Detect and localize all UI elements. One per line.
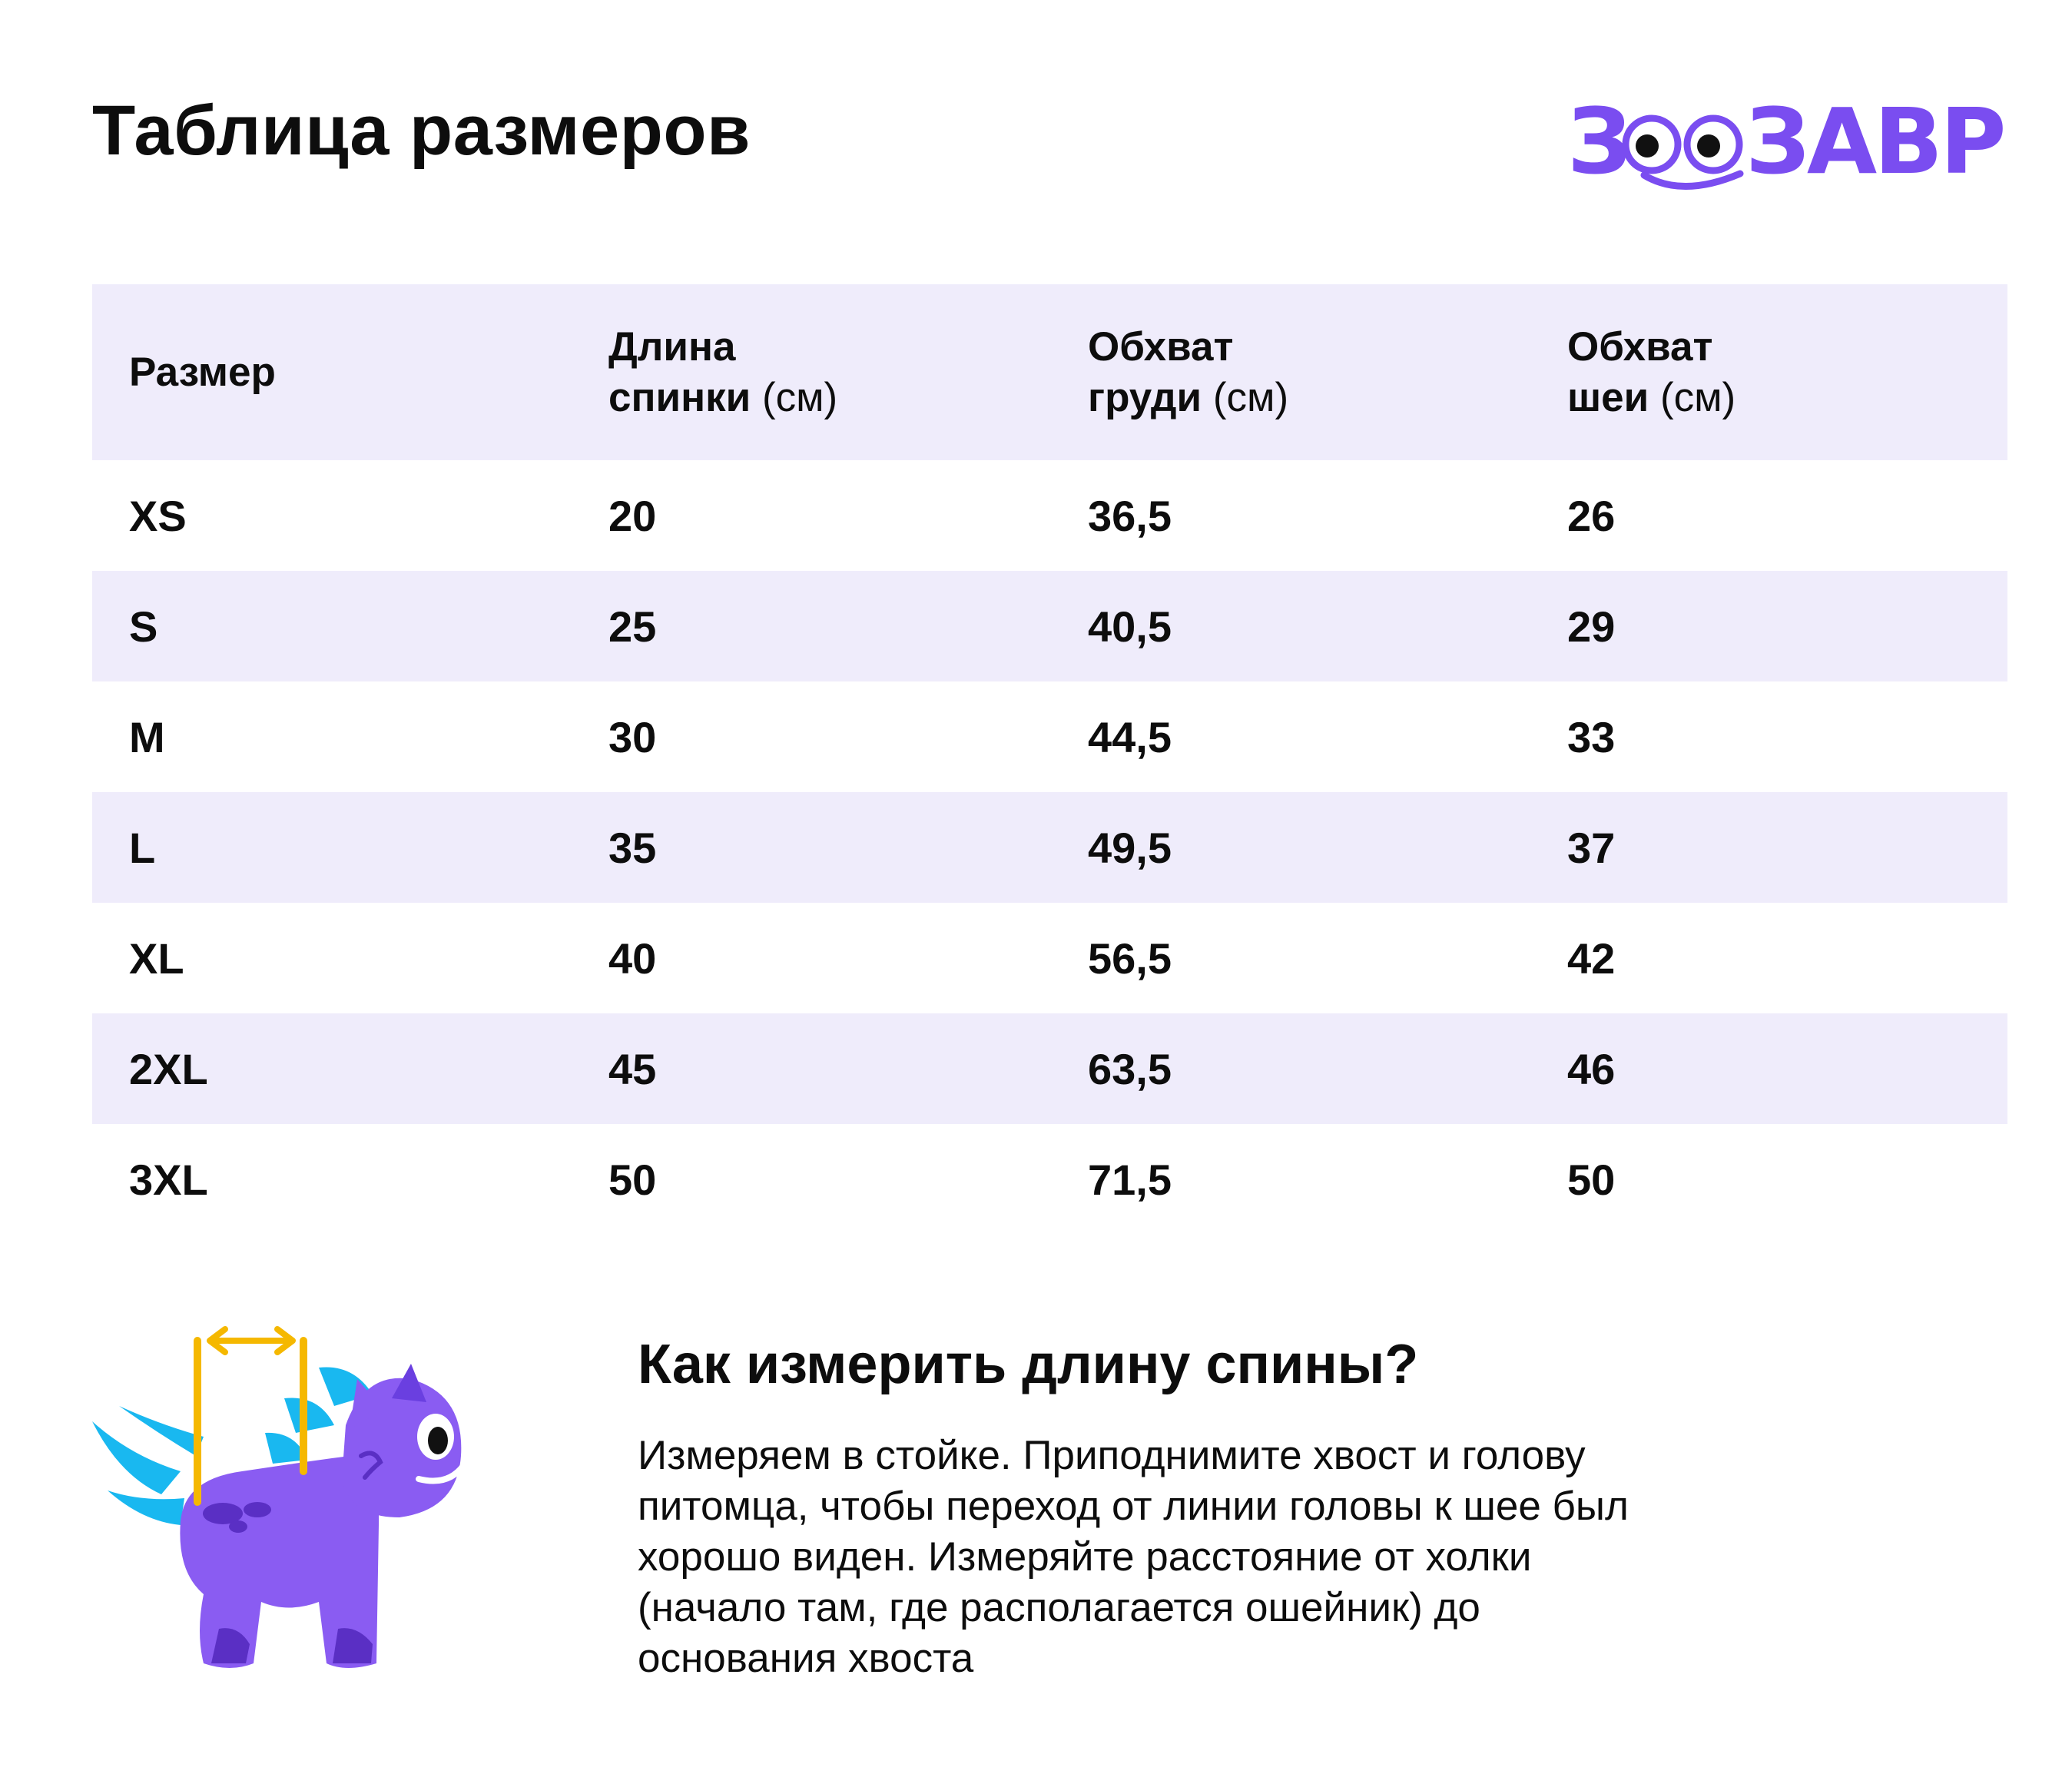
cell-back-length: 20 [608,491,657,540]
cell-chest: 40,5 [1051,571,1530,681]
cell-chest: 44,5 [1088,712,1172,761]
howto-line: хорошо виден. Измеряйте расстояние от хо… [638,1534,1532,1580]
cell-back-length: 35 [572,792,1051,903]
header-chest-line1: Обхват [1088,323,1234,370]
cell-size: L [92,792,572,903]
header-back-length: Длина спинки (см) [572,284,1051,460]
zoozavr-logo: З ЗАВР [1567,100,2007,194]
header-back-length-line1: Длина [608,323,736,370]
table-row: L 35 49,5 37 [92,792,2007,903]
howto-title: Как измерить длину спины? [638,1334,1419,1395]
header-size: Размер [92,284,572,460]
cell-back-length: 25 [572,571,1051,681]
howto-line: Измеряем в стойке. Приподнимите хвост и … [638,1433,1586,1478]
logo-text-zavr: ЗАВР [1745,100,2004,194]
cell-size: S [92,571,572,681]
cell-size: 2XL [92,1013,572,1124]
table-header-row: Размер Длина спинки (см) Обхват груди (с… [92,284,2007,460]
cell-back-length: 45 [572,1013,1051,1124]
header-neck-line2: шеи [1567,374,1649,420]
header-chest: Обхват груди (см) [1051,284,1530,460]
cell-chest: 49,5 [1051,792,1530,903]
howto-line: основания хвоста [638,1636,974,1681]
cell-neck: 50 [1567,1155,1616,1204]
cell-chest: 63,5 [1051,1013,1530,1124]
page-title: Таблица размеров [92,91,751,170]
table-row: 2XL 45 63,5 46 [92,1013,2007,1124]
header-chest-line2: груди [1088,374,1202,420]
cell-neck: 37 [1530,792,2007,903]
cell-size: 3XL [129,1155,208,1204]
header-neck-unit: (см) [1659,374,1736,420]
table-row: M 30 44,5 33 [92,681,2007,792]
table-row: XL 40 56,5 42 [92,903,2007,1013]
cell-back-length: 30 [608,712,657,761]
cell-size: M [129,712,165,761]
cell-size: XL [129,933,184,983]
howto-line: (начало там, где располагается ошейник) … [638,1585,1480,1630]
cell-back-length: 40 [608,933,657,983]
table-row: S 25 40,5 29 [92,571,2007,681]
cell-back-length: 50 [608,1155,657,1204]
cell-neck: 42 [1567,933,1616,983]
cell-neck: 46 [1530,1013,2007,1124]
cell-neck: 26 [1567,491,1616,540]
cell-neck: 33 [1567,712,1616,761]
header-neck-line1: Обхват [1567,323,1713,370]
header-chest-unit: (см) [1212,374,1289,420]
header-back-length-unit: (см) [761,374,838,420]
cell-size: XS [129,491,187,540]
cell-chest: 56,5 [1088,933,1172,983]
cell-neck: 29 [1530,571,2007,681]
table-row: 3XL 50 71,5 50 [92,1124,2007,1235]
cell-chest: 36,5 [1088,491,1172,540]
size-table: Размер Длина спинки (см) Обхват груди (с… [92,284,2007,1235]
header-neck: Обхват шеи (см) [1530,284,2007,460]
header-back-length-line2: спинки [608,374,751,420]
logo-text-z: З [1567,100,1629,194]
howto-line: питомца, чтобы переход от линии головы к… [638,1484,1629,1529]
table-row: XS 20 36,5 26 [92,460,2007,571]
header-size-label: Размер [129,349,276,395]
dino-pet-measure-icon [92,1326,468,1668]
howto-text: Измеряем в стойке. Приподнимите хвост и … [638,1431,1867,1684]
cell-chest: 71,5 [1088,1155,1172,1204]
